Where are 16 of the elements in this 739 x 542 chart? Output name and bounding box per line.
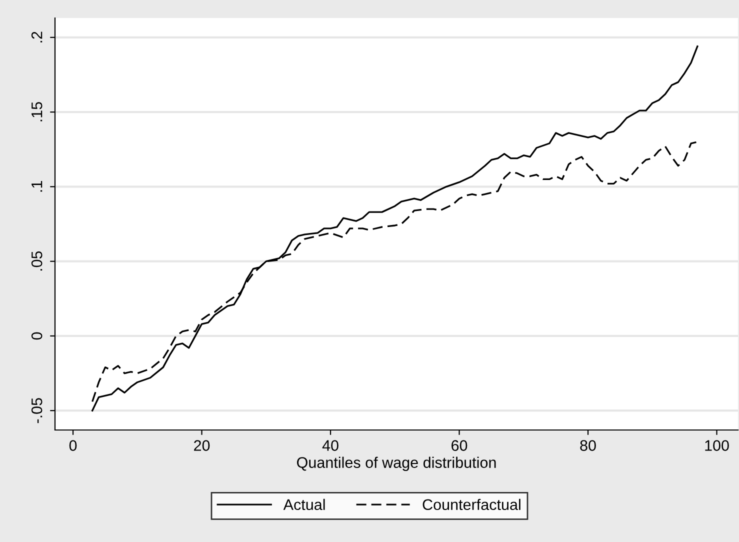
line-series bbox=[92, 46, 698, 412]
x-tick-label: 100 bbox=[705, 440, 729, 451]
legend-label: Actual bbox=[283, 498, 325, 510]
x-tick-label: 80 bbox=[580, 440, 596, 451]
x-tick-label: 40 bbox=[322, 440, 338, 451]
legend-label: Counterfactual bbox=[422, 498, 520, 510]
x-tick-label: 0 bbox=[69, 440, 77, 451]
y-tick-label: .1 bbox=[32, 181, 42, 192]
y-tick-label: -.05 bbox=[31, 398, 42, 424]
x-axis-title: Quantiles of wage distribution bbox=[297, 456, 496, 471]
y-tick-label: .15 bbox=[32, 102, 42, 122]
y-tick-label: .2 bbox=[31, 32, 42, 42]
x-tick-label: 20 bbox=[194, 440, 210, 451]
x-tick-label: 60 bbox=[452, 440, 468, 451]
y-tick-label: .05 bbox=[31, 251, 42, 271]
y-tick-label: 0 bbox=[31, 332, 42, 340]
